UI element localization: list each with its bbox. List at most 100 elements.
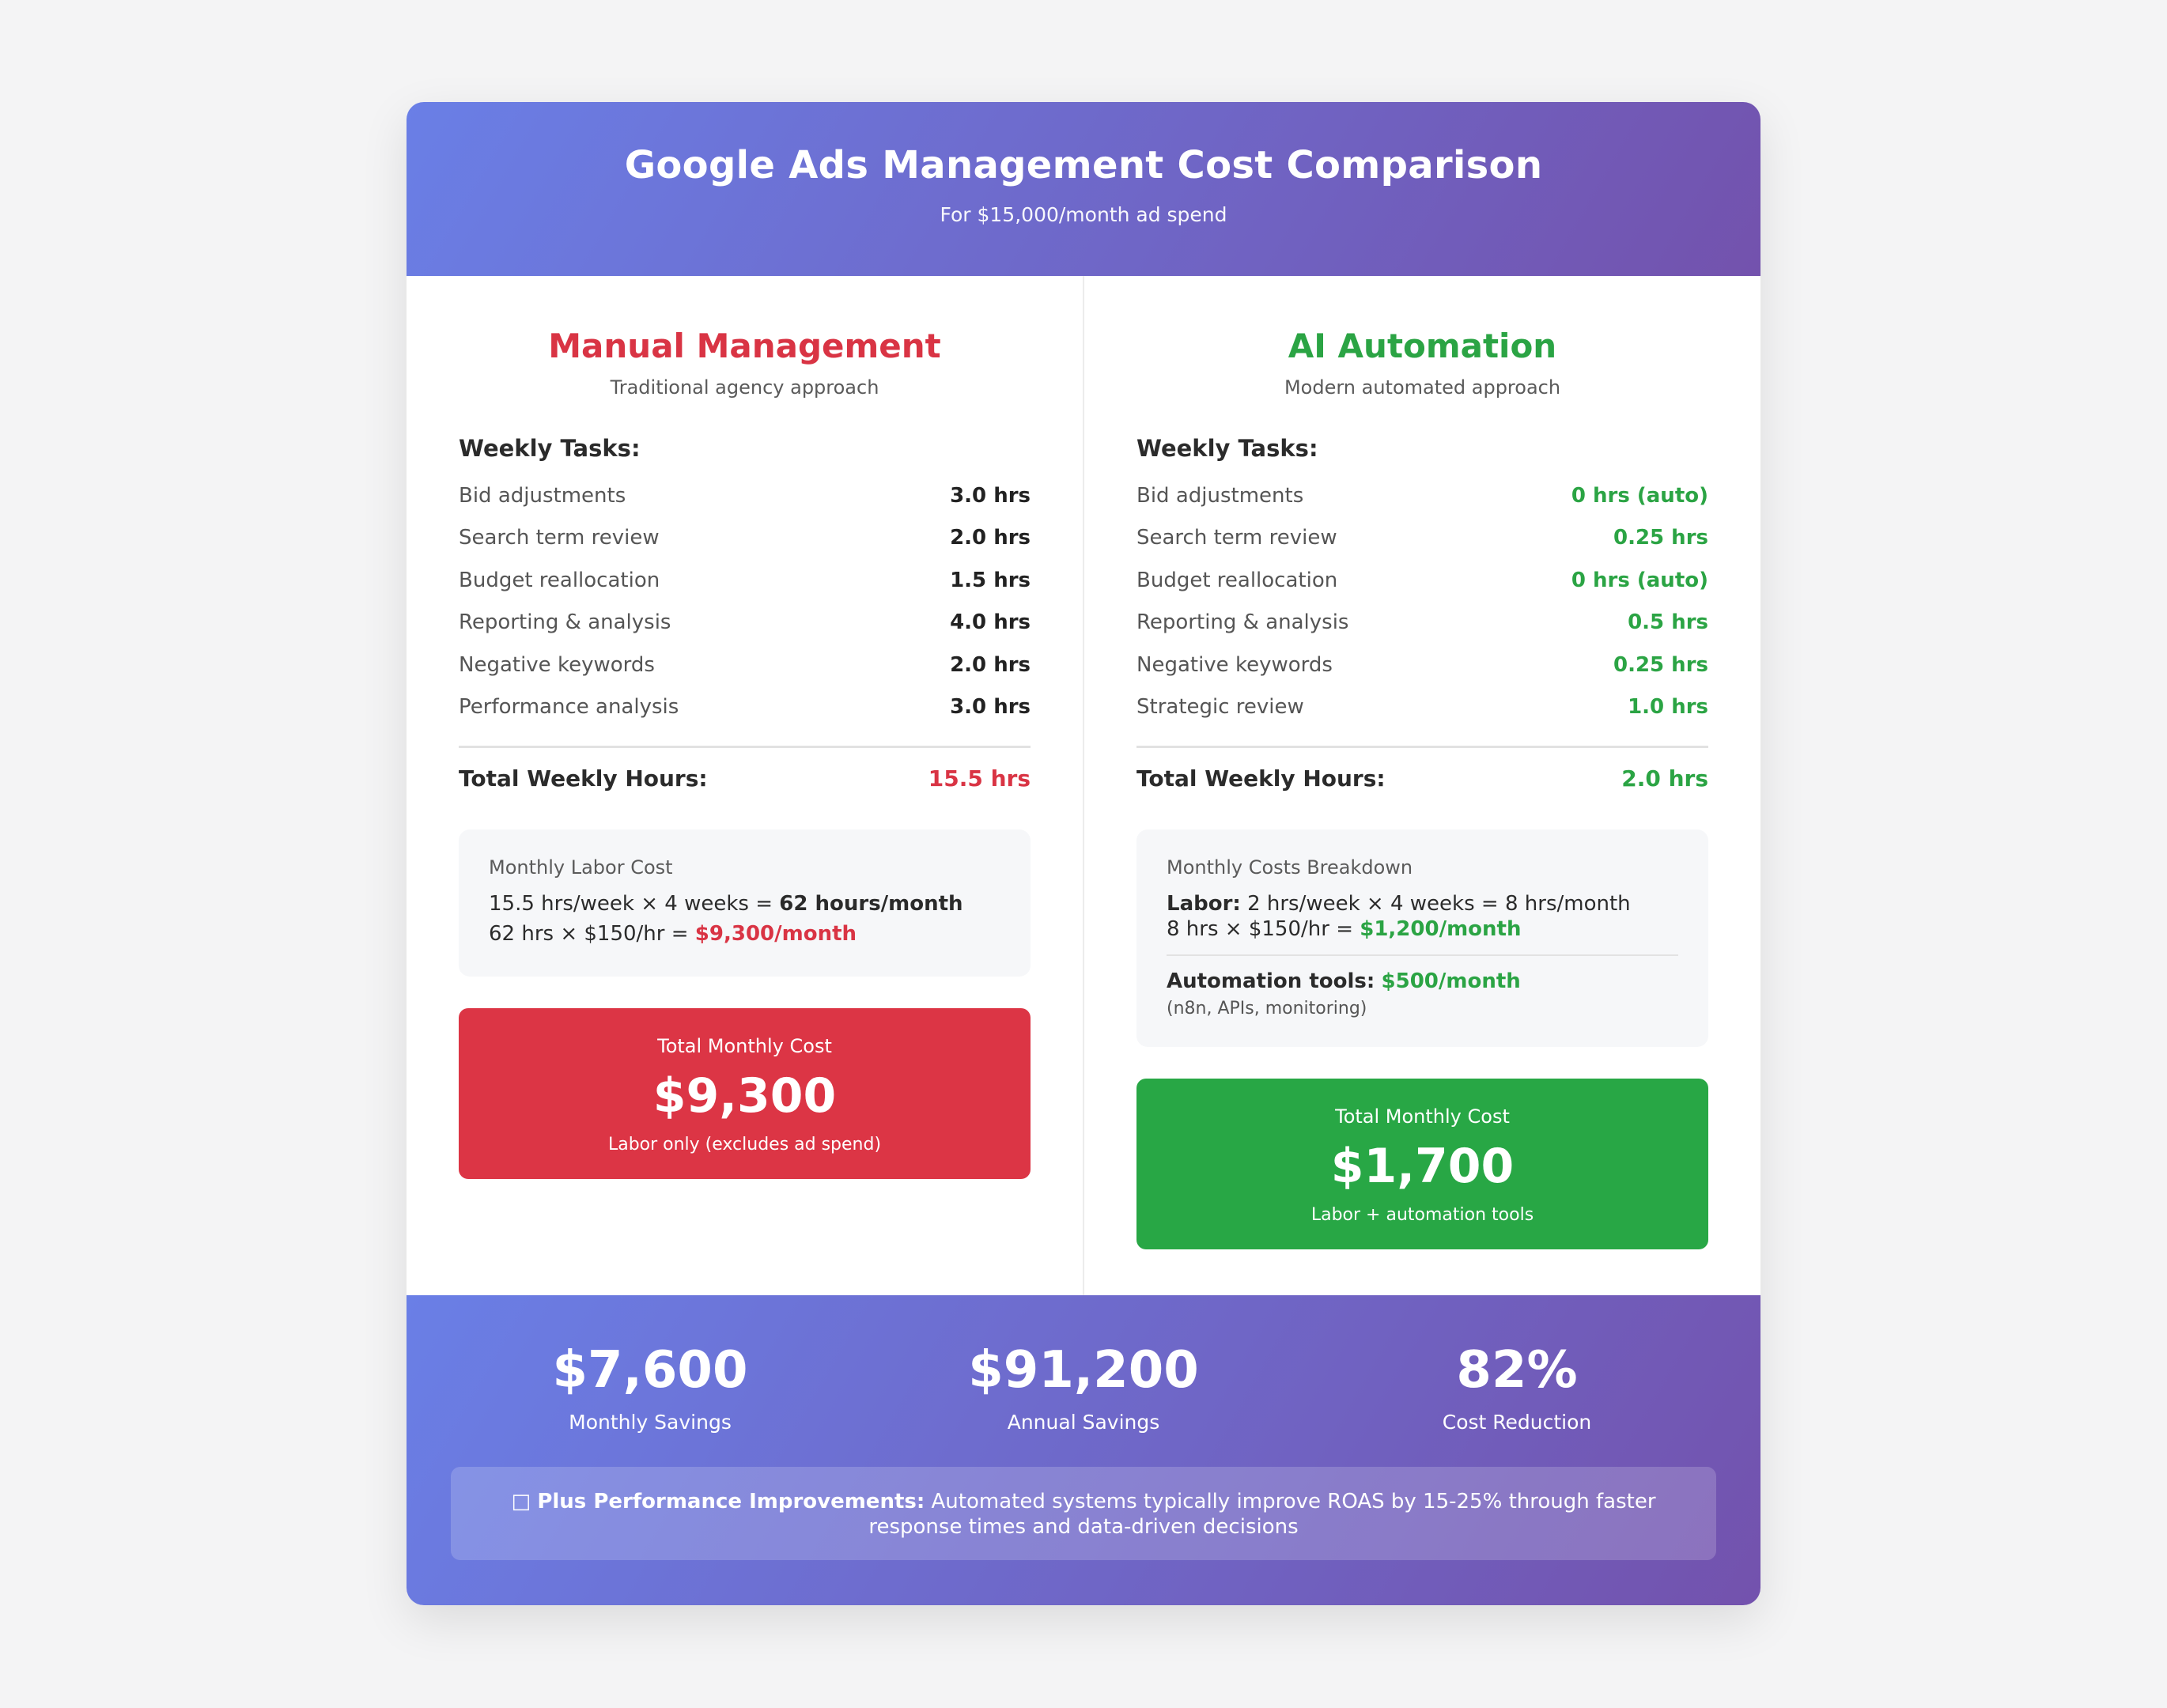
savings-stats: $7,600 Monthly Savings $91,200 Annual Sa… bbox=[407, 1295, 1760, 1434]
manual-column: Manual Management Traditional agency app… bbox=[407, 276, 1084, 1397]
stat-monthly-savings: $7,600 Monthly Savings bbox=[508, 1341, 792, 1434]
total-cost-amount: $9,300 bbox=[652, 1068, 837, 1124]
ai-subtitle: Modern automated approach bbox=[1284, 376, 1561, 399]
ai-total-row: Total Weekly Hours: 2.0 hrs bbox=[1136, 746, 1708, 792]
task-row: Bid adjustments 3.0 hrs bbox=[459, 474, 1031, 517]
task-name: Search term review bbox=[1136, 526, 1337, 550]
ai-task-list: Bid adjustments 0 hrs (auto) Search term … bbox=[1136, 474, 1708, 728]
task-name: Search term review bbox=[459, 526, 660, 550]
stat-label: Annual Savings bbox=[1007, 1411, 1160, 1434]
task-hours: 3.0 hrs bbox=[950, 695, 1031, 720]
task-hours: 0 hrs (auto) bbox=[1571, 483, 1708, 508]
total-cost-label: Total Monthly Cost bbox=[657, 1035, 832, 1057]
total-cost-label: Total Monthly Cost bbox=[1335, 1105, 1510, 1128]
performance-note: □ Plus Performance Improvements: Automat… bbox=[451, 1467, 1716, 1560]
breakdown-line: 62 hrs × $150/hr = $9,300/month bbox=[489, 920, 1000, 948]
page-title: Google Ads Management Cost Comparison bbox=[624, 143, 1543, 187]
task-hours: 0 hrs (auto) bbox=[1571, 568, 1708, 592]
labor-label: Labor: bbox=[1167, 892, 1241, 916]
breakdown-title: Monthly Labor Cost bbox=[489, 856, 673, 879]
stat-label: Monthly Savings bbox=[569, 1411, 732, 1434]
ai-tasks-heading: Weekly Tasks: bbox=[1136, 435, 1318, 462]
breakdown-line: Labor: 2 hrs/week × 4 weeks = 8 hrs/mont… bbox=[1167, 890, 1678, 918]
task-row: Strategic review 1.0 hrs bbox=[1136, 686, 1708, 729]
stat-value: $91,200 bbox=[968, 1341, 1199, 1400]
task-name: Negative keywords bbox=[1136, 652, 1333, 677]
task-row: Reporting & analysis 0.5 hrs bbox=[1136, 602, 1708, 644]
performance-note-title: Plus Performance Improvements: bbox=[537, 1490, 925, 1513]
task-name: Bid adjustments bbox=[1136, 483, 1304, 508]
task-hours: 2.0 hrs bbox=[950, 652, 1031, 677]
ai-column: AI Automation Modern automated approach … bbox=[1084, 276, 1760, 1397]
stat-value: $7,600 bbox=[552, 1341, 748, 1400]
breakdown-divider bbox=[1167, 954, 1678, 956]
breakdown-line: Automation tools: $500/month bbox=[1167, 967, 1678, 996]
task-name: Bid adjustments bbox=[459, 483, 626, 508]
breakdown-text: 62 hrs × $150/hr = bbox=[489, 922, 695, 946]
stat-value: 82% bbox=[1456, 1341, 1578, 1400]
total-hours: 15.5 hrs bbox=[928, 765, 1031, 792]
task-row: Performance analysis 3.0 hrs bbox=[459, 686, 1031, 729]
breakdown-cost: $9,300/month bbox=[694, 922, 857, 946]
task-hours: 0.5 hrs bbox=[1628, 610, 1708, 635]
total-cost-note: Labor + automation tools bbox=[1310, 1205, 1534, 1225]
comparison-columns: Manual Management Traditional agency app… bbox=[407, 276, 1760, 1397]
total-hours: 2.0 hrs bbox=[1621, 765, 1708, 792]
task-row: Search term review 0.25 hrs bbox=[1136, 517, 1708, 560]
task-name: Budget reallocation bbox=[1136, 568, 1338, 592]
total-cost-amount: $1,700 bbox=[1330, 1139, 1515, 1194]
task-hours: 0.25 hrs bbox=[1613, 526, 1708, 550]
stat-cost-reduction: 82% Cost Reduction bbox=[1375, 1341, 1659, 1434]
task-hours: 1.0 hrs bbox=[1628, 695, 1708, 720]
task-row: Negative keywords 0.25 hrs bbox=[1136, 644, 1708, 686]
task-row: Budget reallocation 1.5 hrs bbox=[459, 559, 1031, 602]
page-subtitle: For $15,000/month ad spend bbox=[940, 203, 1227, 226]
header: Google Ads Management Cost Comparison Fo… bbox=[407, 102, 1760, 276]
breakdown-title: Monthly Costs Breakdown bbox=[1167, 856, 1413, 879]
ai-title: AI Automation bbox=[1288, 327, 1557, 365]
task-row: Bid adjustments 0 hrs (auto) bbox=[1136, 474, 1708, 517]
savings-footer: $7,600 Monthly Savings $91,200 Annual Sa… bbox=[407, 1295, 1760, 1605]
breakdown-line: 8 hrs × $150/hr = $1,200/month bbox=[1167, 915, 1678, 943]
stat-annual-savings: $91,200 Annual Savings bbox=[941, 1341, 1226, 1434]
task-name: Budget reallocation bbox=[459, 568, 660, 592]
breakdown-hours: 62 hours/month bbox=[779, 892, 963, 916]
stat-label: Cost Reduction bbox=[1442, 1411, 1592, 1434]
task-hours: 4.0 hrs bbox=[950, 610, 1031, 635]
breakdown-text: 2 hrs/week × 4 weeks = 8 hrs/month bbox=[1240, 892, 1631, 916]
task-hours: 2.0 hrs bbox=[950, 526, 1031, 550]
task-name: Reporting & analysis bbox=[1136, 610, 1349, 635]
manual-subtitle: Traditional agency approach bbox=[610, 376, 879, 399]
total-label: Total Weekly Hours: bbox=[1136, 765, 1386, 792]
task-row: Budget reallocation 0 hrs (auto) bbox=[1136, 559, 1708, 602]
task-hours: 0.25 hrs bbox=[1613, 652, 1708, 677]
comparison-card: Google Ads Management Cost Comparison Fo… bbox=[407, 102, 1760, 1605]
manual-task-list: Bid adjustments 3.0 hrs Search term revie… bbox=[459, 474, 1031, 728]
labor-cost: $1,200/month bbox=[1360, 917, 1522, 941]
manual-tasks-heading: Weekly Tasks: bbox=[459, 435, 641, 462]
ai-cost-breakdown: Monthly Costs Breakdown Labor: 2 hrs/wee… bbox=[1136, 829, 1708, 1047]
total-cost-note: Labor only (excludes ad spend) bbox=[607, 1135, 882, 1154]
manual-cost-breakdown: Monthly Labor Cost 15.5 hrs/week × 4 wee… bbox=[459, 829, 1031, 977]
ai-total-cost-box: Total Monthly Cost $1,700 Labor + automa… bbox=[1136, 1079, 1708, 1249]
breakdown-text: 8 hrs × $150/hr = bbox=[1167, 917, 1360, 941]
manual-title: Manual Management bbox=[548, 327, 941, 365]
task-name: Negative keywords bbox=[459, 652, 655, 677]
placeholder-glyph-icon: □ bbox=[511, 1490, 531, 1513]
tools-note: (n8n, APIs, monitoring) bbox=[1167, 999, 1367, 1018]
breakdown-line: 15.5 hrs/week × 4 weeks = 62 hours/month bbox=[489, 890, 1000, 918]
manual-total-cost-box: Total Monthly Cost $9,300 Labor only (ex… bbox=[459, 1008, 1031, 1179]
task-row: Reporting & analysis 4.0 hrs bbox=[459, 602, 1031, 644]
task-name: Performance analysis bbox=[459, 695, 679, 720]
task-row: Negative keywords 2.0 hrs bbox=[459, 644, 1031, 686]
task-hours: 1.5 hrs bbox=[950, 568, 1031, 592]
task-row: Search term review 2.0 hrs bbox=[459, 517, 1031, 560]
performance-note-text: Automated systems typically improve ROAS… bbox=[868, 1490, 1656, 1539]
task-name: Strategic review bbox=[1136, 695, 1304, 720]
breakdown-text: 15.5 hrs/week × 4 weeks = bbox=[489, 892, 780, 916]
tools-cost: $500/month bbox=[1381, 969, 1521, 993]
task-hours: 3.0 hrs bbox=[950, 483, 1031, 508]
total-label: Total Weekly Hours: bbox=[459, 765, 708, 792]
task-name: Reporting & analysis bbox=[459, 610, 671, 635]
manual-total-row: Total Weekly Hours: 15.5 hrs bbox=[459, 746, 1031, 792]
